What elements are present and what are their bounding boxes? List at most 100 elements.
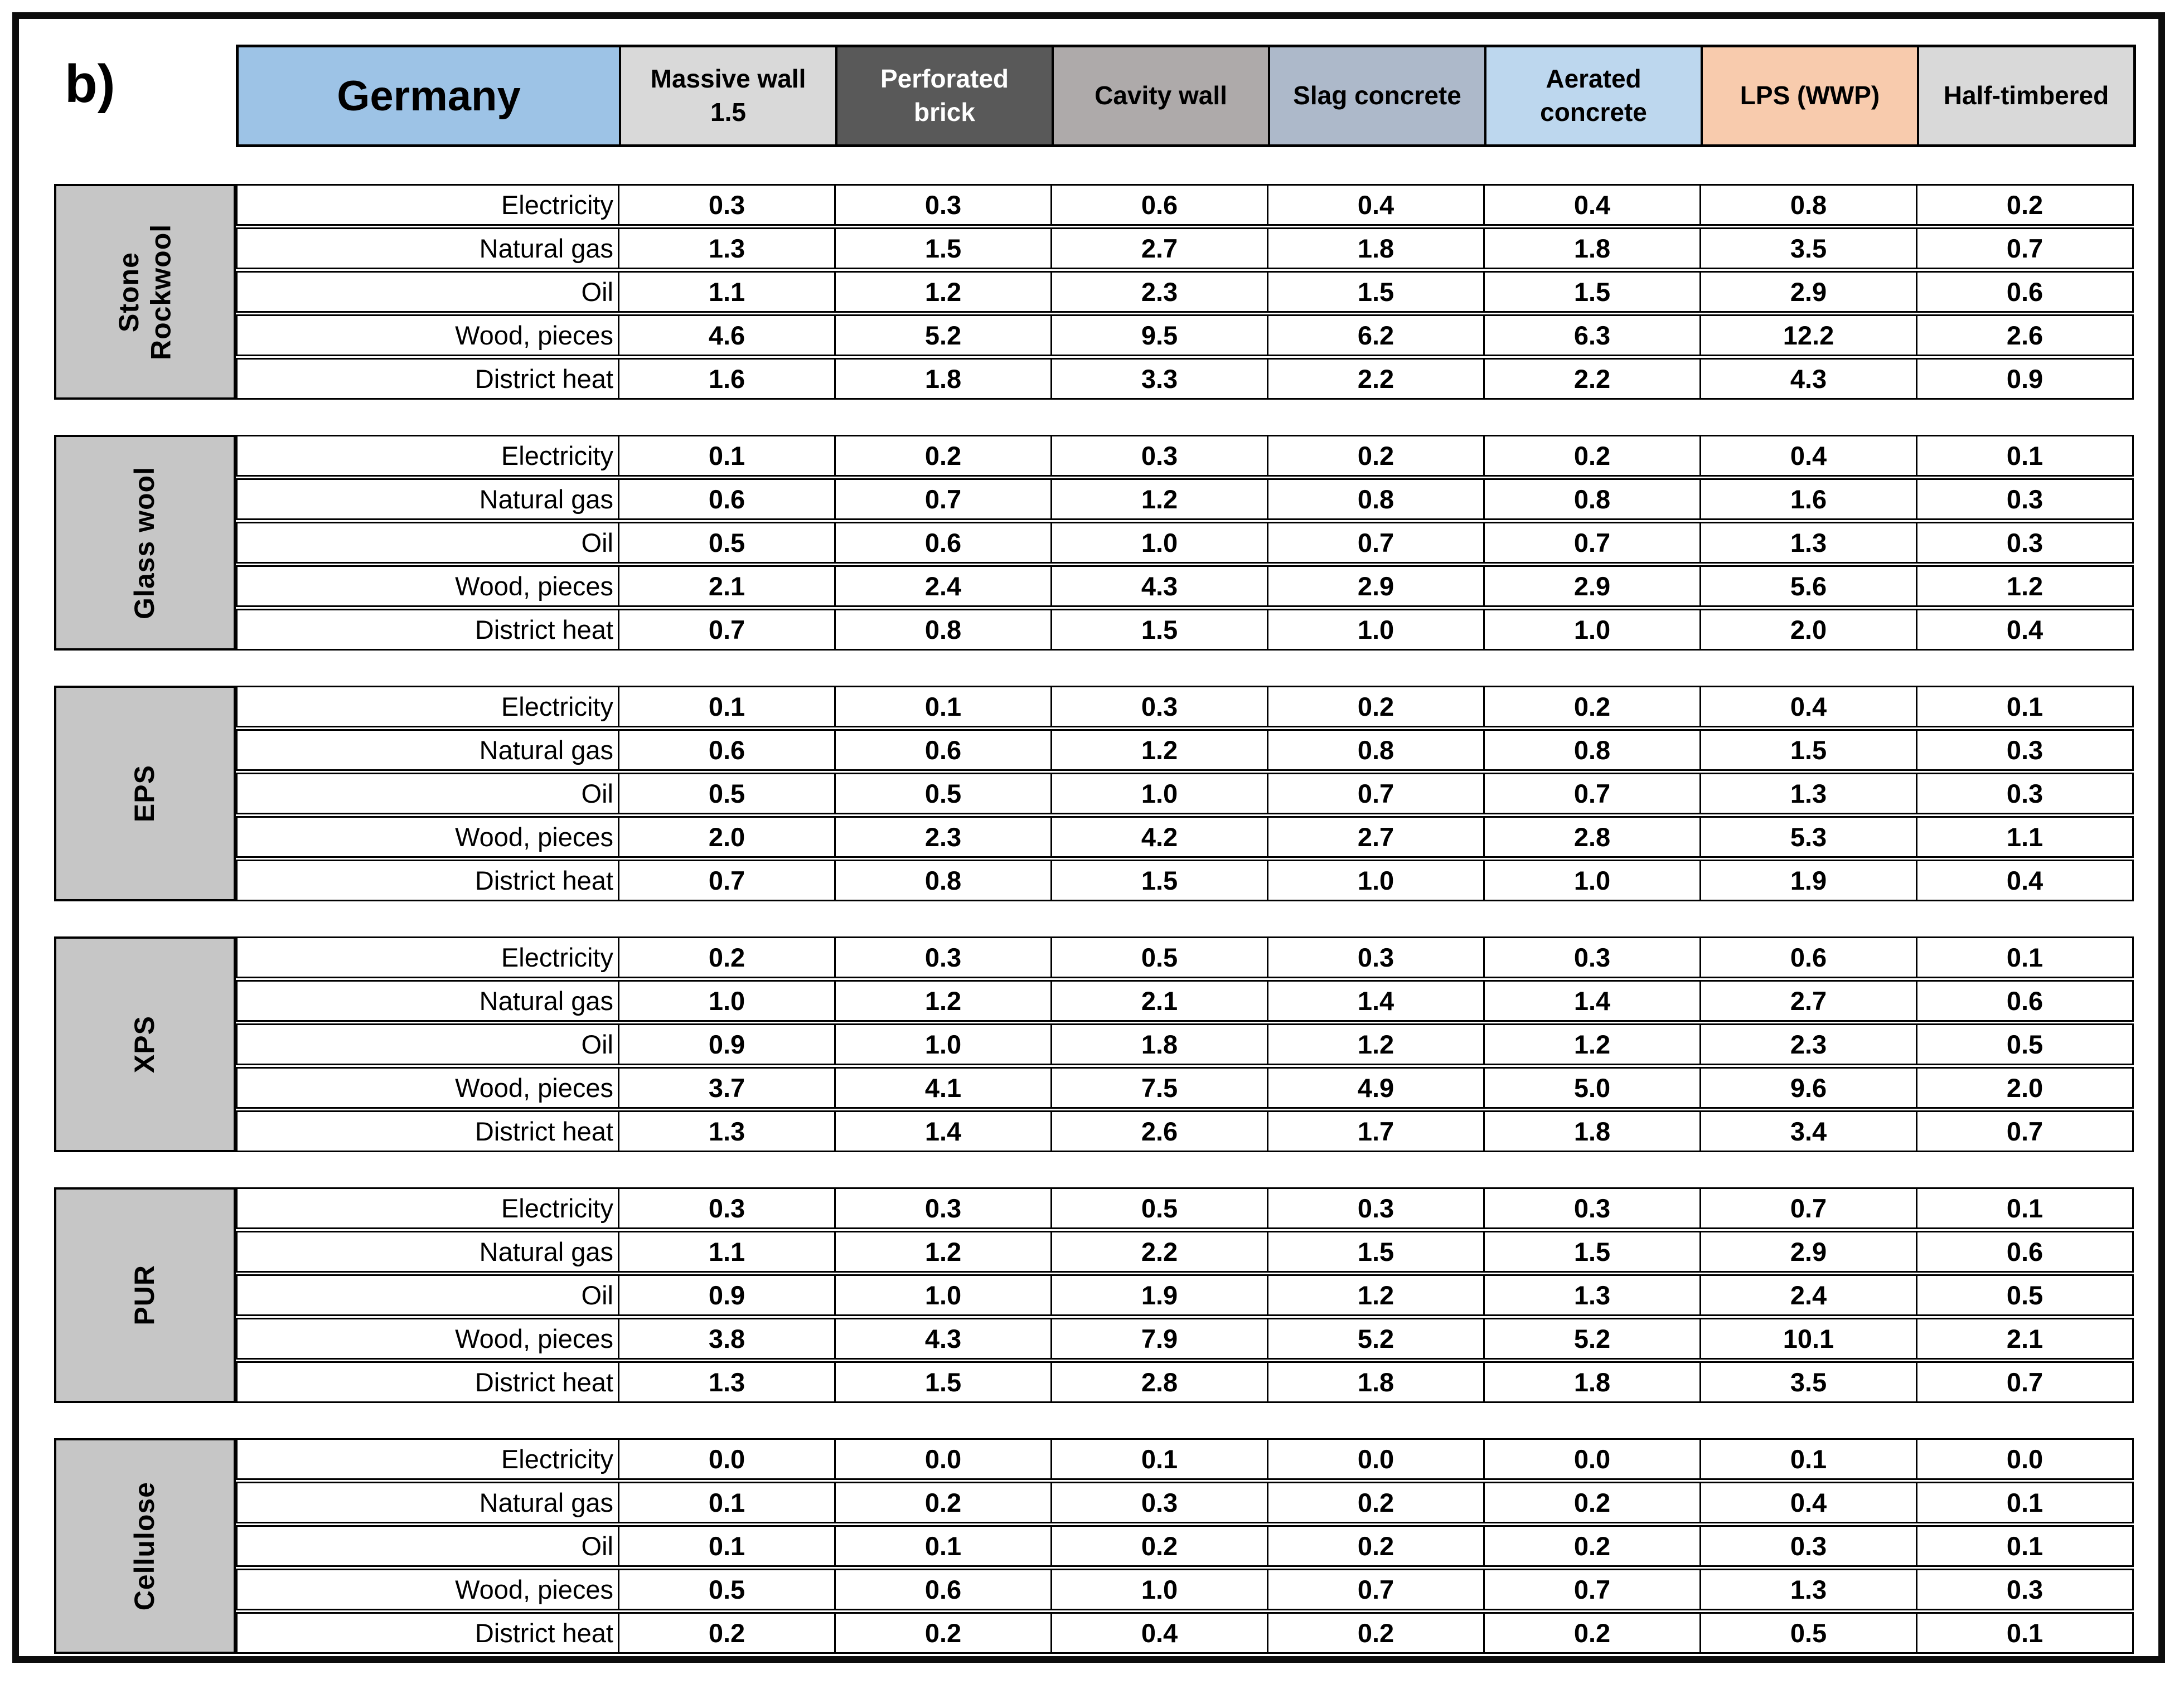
- value-cell: 1.3: [1483, 1276, 1699, 1314]
- value-cell: 5.2: [834, 316, 1050, 355]
- table-row: District heat 1.3 1.5 2.8 1.8 1.8 3.5 0.7: [236, 1361, 2134, 1403]
- section-rows: Electricity 0.2 0.3 0.5 0.3 0.3 0.6 0.1 Natural …: [236, 936, 2134, 1152]
- value-cell: 0.1: [1916, 1614, 2132, 1652]
- table-row: Natural gas 1.1 1.2 2.2 1.5 1.5 2.9 0.6: [236, 1231, 2134, 1273]
- value-cell: 0.1: [618, 436, 834, 475]
- value-cell: 0.8: [834, 861, 1050, 900]
- value-cell: 1.5: [834, 1363, 1050, 1401]
- energy-carrier-label: Electricity: [501, 1193, 613, 1223]
- material-label-cell: XPS: [54, 936, 236, 1152]
- value-cell: 0.3: [1916, 731, 2132, 769]
- value-cell: 2.3: [1699, 1025, 1916, 1064]
- energy-data-table: Germany Massive wall 1.5 Perforated brick…: [54, 45, 2136, 1689]
- value-cell: 0.6: [1916, 982, 2132, 1020]
- value-cell: 0.2: [1483, 687, 1699, 726]
- value-cell: 1.2: [1267, 1025, 1483, 1064]
- value-cell: 3.5: [1699, 229, 1916, 268]
- value-cell: 0.6: [618, 480, 834, 518]
- value-cell: 1.2: [1050, 731, 1267, 769]
- wall-type-header: Slag concrete: [1268, 47, 1484, 144]
- value-cell: 0.6: [1916, 1232, 2132, 1271]
- value-cell: 0.3: [834, 1189, 1050, 1227]
- value-cell: 1.8: [1050, 1025, 1267, 1064]
- value-cell: 0.9: [1916, 360, 2132, 398]
- value-cell: 1.2: [1050, 480, 1267, 518]
- value-cell: 4.6: [618, 316, 834, 355]
- material-sections: Stone Rockwool Electricity 0.3 0.3 0.6 0.4 0.4…: [54, 184, 2136, 1654]
- value-cell: 0.4: [1916, 610, 2132, 649]
- material-section: Glass wool Electricity 0.1 0.2 0.3 0.2 0.2 0.4 0…: [54, 435, 2134, 651]
- value-cell: 1.2: [834, 982, 1050, 1020]
- energy-carrier-label: Wood, pieces: [455, 822, 613, 852]
- table-row: Oil 0.9 1.0 1.9 1.2 1.3 2.4 0.5: [236, 1274, 2134, 1316]
- value-cell: 5.2: [1267, 1319, 1483, 1358]
- value-cell: 3.7: [618, 1069, 834, 1107]
- energy-carrier-label: Electricity: [501, 441, 613, 470]
- table-row: Wood, pieces 4.6 5.2 9.5 6.2 6.3 12.2 2.6: [236, 314, 2134, 356]
- value-cell: 0.6: [834, 731, 1050, 769]
- energy-carrier-label: District heat: [474, 866, 613, 895]
- value-cell: 0.5: [1699, 1614, 1916, 1652]
- value-cell: 0.5: [618, 523, 834, 562]
- energy-carrier-label: Oil: [581, 779, 613, 808]
- value-cell: 0.1: [1916, 938, 2132, 977]
- value-cell: 0.2: [834, 1483, 1050, 1522]
- value-cell: 1.0: [834, 1025, 1050, 1064]
- value-cell: 1.0: [834, 1276, 1050, 1314]
- value-cell: 0.7: [1483, 1570, 1699, 1609]
- material-label: XPS: [129, 1015, 161, 1074]
- energy-carrier-label: Natural gas: [479, 234, 613, 263]
- value-cell: 0.8: [1267, 480, 1483, 518]
- value-cell: 1.8: [1267, 1363, 1483, 1401]
- value-cell: 0.3: [1483, 938, 1699, 977]
- table-row: District heat 0.2 0.2 0.4 0.2 0.2 0.5 0.1: [236, 1612, 2134, 1654]
- value-cell: 0.3: [834, 186, 1050, 224]
- value-cell: 2.2: [1267, 360, 1483, 398]
- value-cell: 2.9: [1699, 1232, 1916, 1271]
- value-cell: 2.1: [618, 567, 834, 605]
- value-cell: 2.1: [1050, 982, 1267, 1020]
- energy-carrier-label: Wood, pieces: [455, 1575, 613, 1604]
- energy-carrier-label: Oil: [581, 277, 613, 307]
- value-cell: 1.3: [1699, 523, 1916, 562]
- table-row: District heat 1.6 1.8 3.3 2.2 2.2 4.3 0.9: [236, 358, 2134, 400]
- value-cell: 1.0: [618, 982, 834, 1020]
- value-cell: 0.2: [618, 1614, 834, 1652]
- value-cell: 2.4: [834, 567, 1050, 605]
- value-cell: 12.2: [1699, 316, 1916, 355]
- value-cell: 4.2: [1050, 818, 1267, 856]
- energy-carrier-label: Natural gas: [479, 986, 613, 1016]
- value-cell: 0.5: [618, 774, 834, 813]
- material-label-cell: Cellulose: [54, 1438, 236, 1654]
- value-cell: 1.1: [1916, 818, 2132, 856]
- value-cell: 0.2: [834, 436, 1050, 475]
- value-cell: 0.4: [1483, 186, 1699, 224]
- value-cell: 2.2: [1050, 1232, 1267, 1271]
- value-cell: 1.1: [618, 1232, 834, 1271]
- table-row: Electricity 0.2 0.3 0.5 0.3 0.3 0.6 0.1: [236, 936, 2134, 978]
- value-cell: 0.7: [1483, 774, 1699, 813]
- value-cell: 0.3: [618, 1189, 834, 1227]
- table-row: Natural gas 0.6 0.6 1.2 0.8 0.8 1.5 0.3: [236, 729, 2134, 771]
- value-cell: 1.6: [618, 360, 834, 398]
- value-cell: 0.2: [1916, 186, 2132, 224]
- value-cell: 1.2: [1267, 1276, 1483, 1314]
- table-row: Oil 0.9 1.0 1.8 1.2 1.2 2.3 0.5: [236, 1023, 2134, 1065]
- value-cell: 0.9: [618, 1025, 834, 1064]
- table-row: Natural gas 1.3 1.5 2.7 1.8 1.8 3.5 0.7: [236, 227, 2134, 269]
- value-cell: 5.3: [1699, 818, 1916, 856]
- value-cell: 0.7: [1267, 523, 1483, 562]
- value-cell: 0.7: [618, 610, 834, 649]
- table-row: Wood, pieces 3.8 4.3 7.9 5.2 5.2 10.1 2.1: [236, 1318, 2134, 1360]
- value-cell: 0.0: [618, 1440, 834, 1478]
- value-cell: 1.3: [1699, 774, 1916, 813]
- value-cell: 2.3: [1050, 273, 1267, 311]
- energy-carrier-label: Wood, pieces: [455, 1324, 613, 1353]
- value-cell: 1.4: [1483, 982, 1699, 1020]
- energy-carrier-label: Oil: [581, 1280, 613, 1310]
- table-row: Electricity 0.1 0.1 0.3 0.2 0.2 0.4 0.1: [236, 686, 2134, 727]
- table-row: Oil 1.1 1.2 2.3 1.5 1.5 2.9 0.6: [236, 271, 2134, 313]
- value-cell: 1.8: [1483, 1112, 1699, 1151]
- value-cell: 2.9: [1267, 567, 1483, 605]
- value-cell: 0.3: [1916, 1570, 2132, 1609]
